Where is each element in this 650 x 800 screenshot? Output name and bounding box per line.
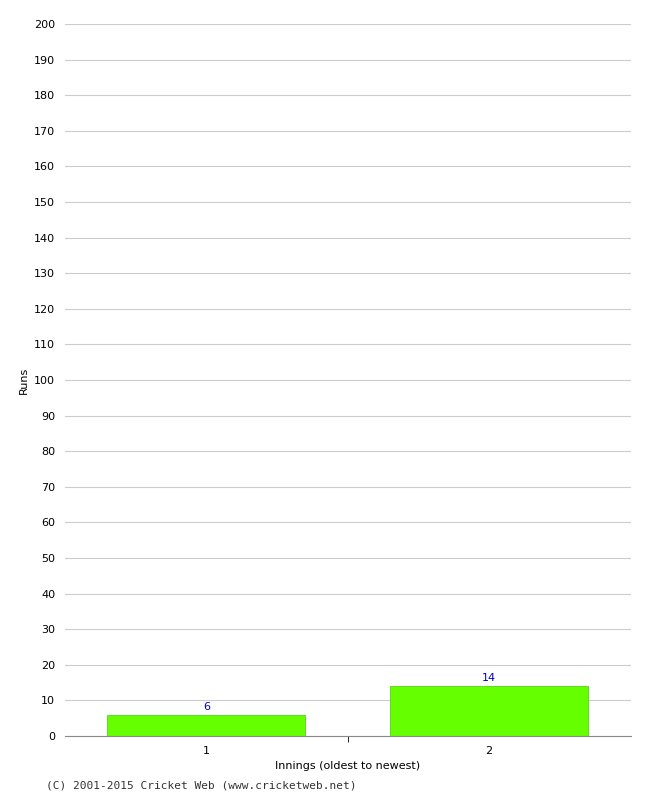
X-axis label: Innings (oldest to newest): Innings (oldest to newest) [275,762,421,771]
Text: (C) 2001-2015 Cricket Web (www.cricketweb.net): (C) 2001-2015 Cricket Web (www.cricketwe… [46,781,356,790]
Bar [390,686,588,736]
Text: 14: 14 [482,674,496,683]
Bar [107,714,306,736]
Y-axis label: Runs: Runs [19,366,29,394]
Text: 6: 6 [203,702,210,712]
